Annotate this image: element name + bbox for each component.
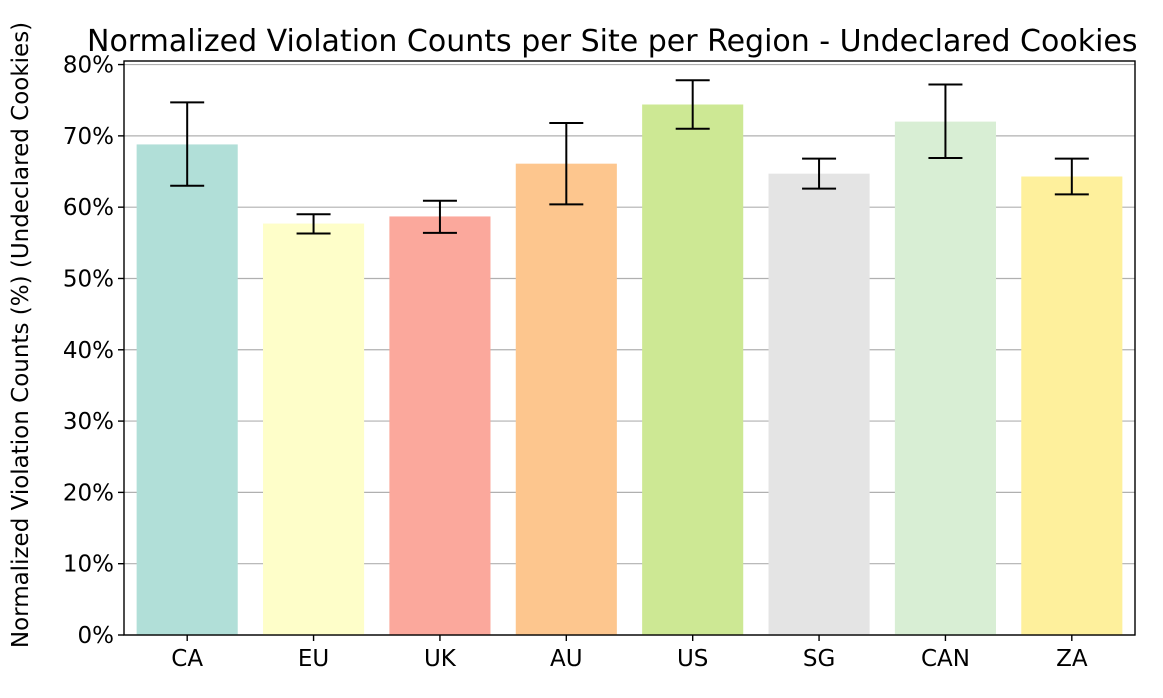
plot-frame	[123, 60, 1136, 636]
error-bar-za	[1054, 157, 1089, 196]
bars	[136, 104, 1123, 635]
error-bar-us	[675, 79, 710, 130]
error-bar-sg	[802, 157, 837, 190]
y-axis-label: Normalized Violation Counts (%) (Undecla…	[8, 22, 34, 648]
error-bar-au	[549, 122, 584, 206]
x-axis-ticks: CA EU UK AU US SG CAN ZA	[171, 635, 1088, 672]
y-tick-label: 30%	[63, 409, 114, 435]
y-tick-label: 80%	[63, 53, 114, 79]
y-tick-label: 70%	[63, 124, 114, 150]
bar-can	[894, 121, 996, 635]
bar-eu	[263, 223, 365, 635]
bar-ca	[136, 144, 238, 635]
bar-us	[642, 104, 744, 635]
y-tick-label: 10%	[63, 552, 114, 578]
error-bar-ca	[170, 101, 205, 187]
x-tick-label: UK	[424, 646, 457, 672]
x-tick-label: US	[677, 646, 708, 672]
x-tick-label: CA	[171, 646, 203, 672]
x-tick-label: AU	[550, 646, 583, 672]
y-tick-label: 20%	[63, 480, 114, 506]
bar-sg	[768, 173, 870, 635]
bar-uk	[389, 216, 491, 635]
y-tick-label: 0%	[78, 623, 115, 649]
y-tick-label: 60%	[63, 195, 114, 221]
x-tick-label: EU	[298, 646, 329, 672]
x-tick-label: CAN	[921, 646, 970, 672]
error-bar-uk	[422, 199, 457, 234]
bar-za	[1021, 176, 1123, 635]
y-tick-label: 40%	[63, 338, 114, 364]
error-bars	[170, 79, 1089, 235]
error-bar-eu	[296, 213, 331, 235]
y-axis-ticks: 0% 10% 20% 30% 40% 50% 60% 70% 80%	[63, 53, 124, 649]
x-tick-label: ZA	[1056, 646, 1088, 672]
y-tick-label: 50%	[63, 266, 114, 292]
chart-title: Normalized Violation Counts per Site per…	[87, 24, 1138, 59]
error-bar-can	[928, 83, 963, 159]
bar-au	[515, 163, 617, 635]
x-tick-label: SG	[803, 646, 835, 672]
